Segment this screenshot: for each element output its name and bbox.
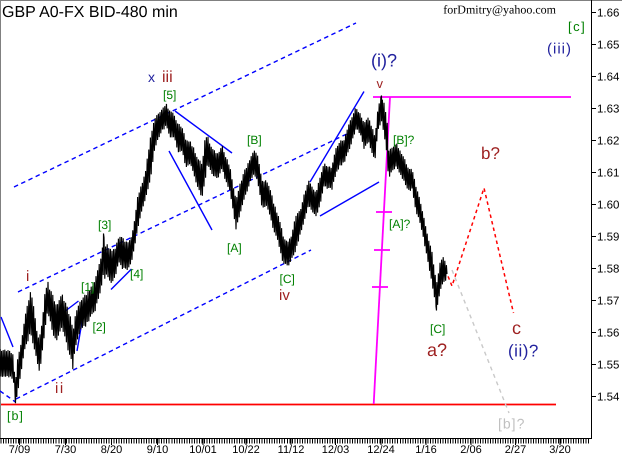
svg-text:1.58: 1.58 [597,264,619,276]
svg-text:[A]?: [A]? [389,217,411,231]
svg-text:(ii)?: (ii)? [508,342,539,361]
svg-text:[3]: [3] [98,218,111,232]
svg-text:[4]: [4] [130,267,143,281]
svg-text:b?: b? [481,144,500,163]
svg-text:iv: iv [279,287,290,304]
svg-text:1/16: 1/16 [415,444,436,456]
svg-text:1.63: 1.63 [597,104,619,116]
svg-text:12/03: 12/03 [322,444,350,456]
svg-text:i: i [26,268,29,285]
svg-text:1.59: 1.59 [597,232,619,244]
svg-text:9/10: 9/10 [147,444,168,456]
svg-text:[b]: [b] [7,409,24,423]
svg-text:[b]?: [b]? [498,416,525,432]
svg-text:1.66: 1.66 [597,8,619,20]
svg-text:[1]: [1] [81,280,94,294]
svg-text:1.64: 1.64 [597,72,620,84]
svg-text:1.54: 1.54 [597,392,620,404]
svg-text:[C]: [C] [280,272,295,286]
svg-text:[5]: [5] [163,88,176,102]
svg-text:10/01: 10/01 [189,444,217,456]
svg-text:v: v [377,76,384,91]
svg-text:[c]: [c] [568,19,586,34]
svg-text:11/12: 11/12 [278,444,305,456]
svg-text:2/06: 2/06 [460,444,481,456]
svg-text:GBP A0-FX BID-480 min: GBP A0-FX BID-480 min [2,4,178,21]
svg-text:1.65: 1.65 [597,40,619,52]
svg-text:x: x [148,69,155,85]
svg-text:12/24: 12/24 [367,444,395,456]
svg-text:3/20: 3/20 [549,444,570,456]
svg-text:(iii): (iii) [547,41,572,58]
svg-text:[B]: [B] [247,133,262,147]
svg-text:iii: iii [162,69,173,86]
svg-text:ii: ii [55,380,65,397]
svg-text:c: c [512,318,521,338]
svg-text:7/09: 7/09 [9,444,30,456]
svg-text:[B]?: [B]? [393,133,415,147]
svg-text:[A]: [A] [227,241,242,255]
svg-text:a?: a? [427,340,447,360]
svg-text:1.61: 1.61 [597,168,619,180]
svg-text:1.55: 1.55 [597,360,619,372]
svg-text:1.56: 1.56 [597,328,619,340]
svg-text:1.57: 1.57 [597,296,619,308]
svg-text:10/22: 10/22 [232,444,260,456]
svg-text:(i)?: (i)? [371,51,397,71]
svg-text:8/20: 8/20 [101,444,122,456]
svg-text:[2]: [2] [93,320,106,334]
svg-text:7/30: 7/30 [55,444,76,456]
svg-text:1.62: 1.62 [597,136,619,148]
svg-text:forDmitry@yahoo.com: forDmitry@yahoo.com [443,3,556,17]
svg-text:1.60: 1.60 [597,200,619,212]
svg-text:[C]: [C] [430,322,445,336]
svg-text:2/27: 2/27 [505,444,526,456]
